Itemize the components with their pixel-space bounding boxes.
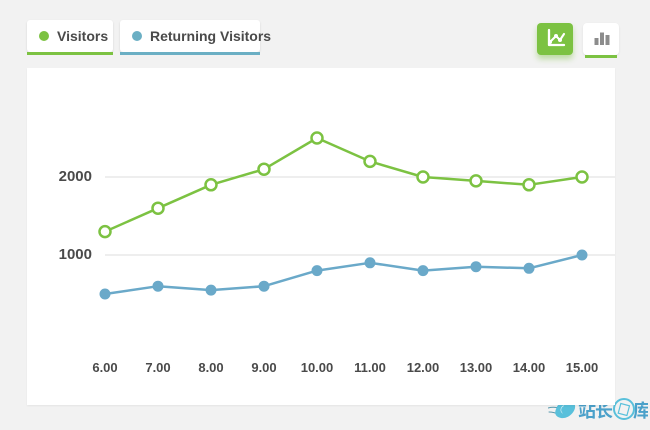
- svg-text:库: 库: [633, 397, 648, 423]
